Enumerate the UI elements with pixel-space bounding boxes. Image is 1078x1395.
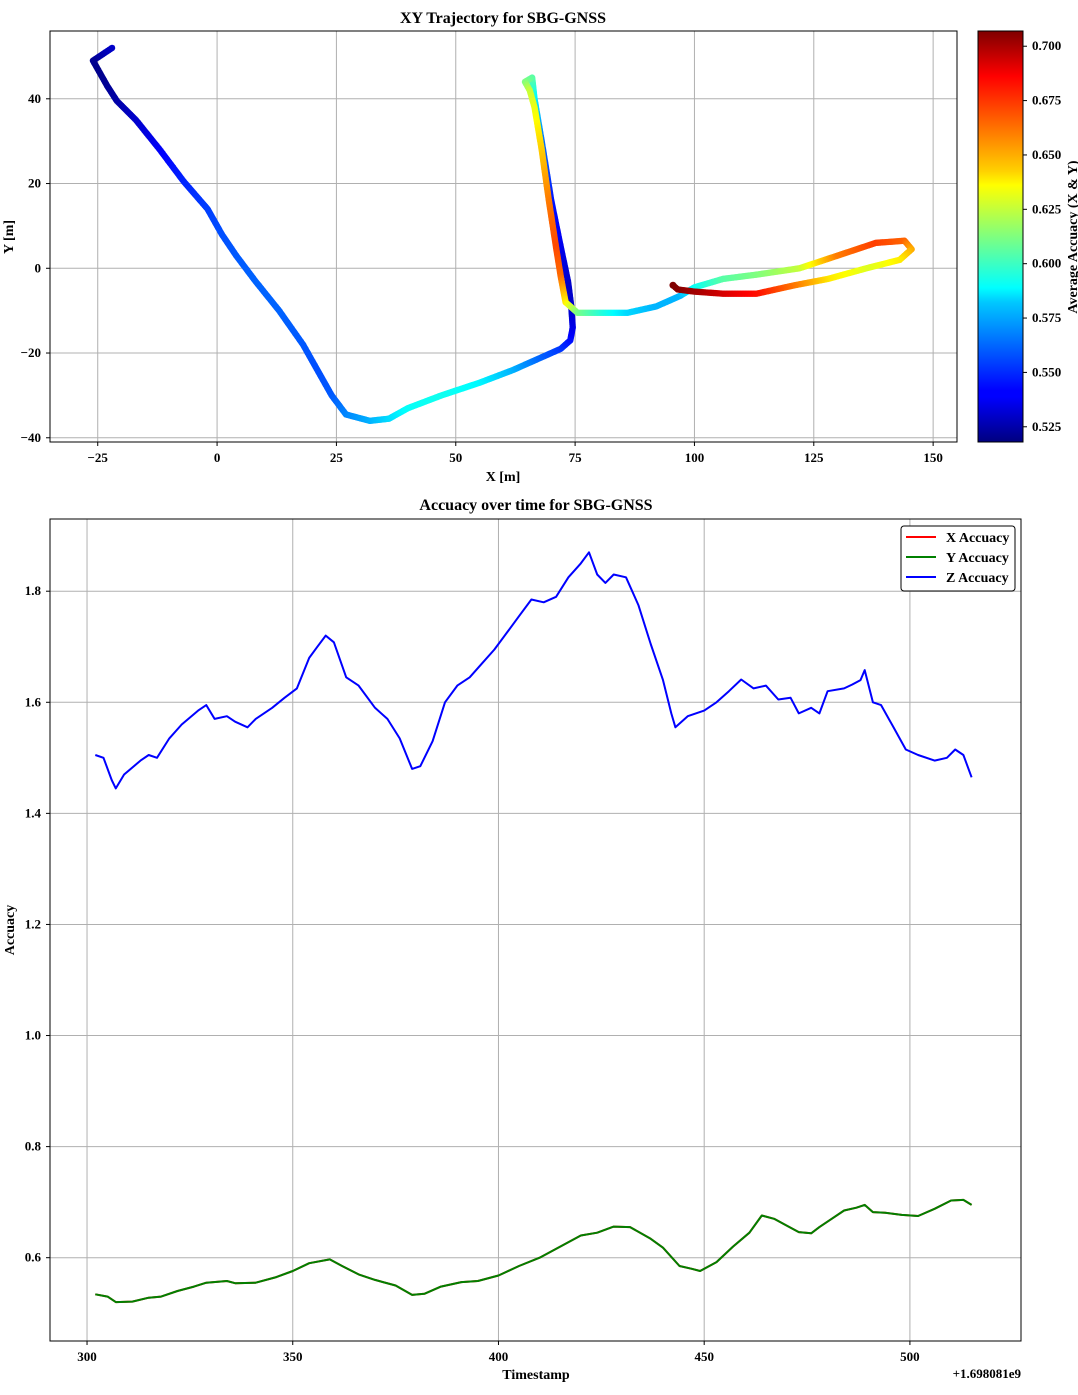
chart2-ytick-label: 1.4 — [25, 805, 42, 820]
y-accuracy-line — [95, 1198, 973, 1304]
colorbar-tick-label: 0.700 — [1032, 38, 1061, 53]
x-accuracy-line — [95, 1198, 973, 1304]
colorbar-tick-label: 0.575 — [1032, 310, 1062, 325]
chart1-ytick-label: −40 — [21, 430, 41, 445]
chart1-grid — [50, 31, 957, 442]
chart2-xtick-label: 300 — [77, 1349, 97, 1364]
chart1-xtick-label: 100 — [685, 450, 705, 465]
z-accuracy-line — [94, 551, 973, 790]
chart2-ytick-label: 1.2 — [25, 916, 41, 931]
colorbar-tick-label: 0.525 — [1032, 419, 1062, 434]
chart1-ytick-label: 20 — [28, 176, 41, 191]
chart1-xtick-label: −25 — [88, 450, 109, 465]
colorbar-label: Average Accuacy (X & Y) — [1066, 160, 1078, 314]
trajectory-chart: XY Trajectory for SBG-GNSS −25 0 25 50 75 100… — [2, 10, 1078, 485]
chart2-ytick-label: 0.6 — [25, 1250, 42, 1265]
chart2-ytick-label: 1.0 — [25, 1028, 41, 1043]
chart1-ticks: −25 0 25 50 75 100 125 150 −40 −20 0 20 40 — [21, 91, 943, 465]
colorbar-tick-label: 0.675 — [1032, 93, 1062, 108]
chart2-xtick-label: 400 — [489, 1349, 509, 1364]
accuracy-chart: Accuacy over time for SBG-GNSS 300 350 400… — [3, 497, 1022, 1383]
chart2-ytick-label: 1.8 — [25, 583, 42, 598]
chart1-xtick-label: 125 — [804, 450, 824, 465]
chart1-xtick-label: 0 — [214, 450, 221, 465]
chart1-ytick-label: −20 — [21, 345, 41, 360]
legend-label-z: Z Accuacy — [946, 571, 1009, 586]
chart2-grid — [50, 519, 1021, 1341]
legend-label-x: X Accuacy — [946, 531, 1009, 546]
chart2-xtick-label: 450 — [694, 1349, 714, 1364]
colorbar-ticks: 0.525 0.550 0.575 0.600 0.625 0.650 0.675 0.700 — [1023, 38, 1062, 434]
chart1-title: XY Trajectory for SBG-GNSS — [400, 10, 606, 27]
chart2-offset-label: +1.698081e9 — [953, 1366, 1022, 1381]
chart1-ytick-label: 0 — [35, 260, 42, 275]
chart1-trajectory — [89, 44, 915, 425]
legend: X Accuacy Y Accuacy Z Accuacy — [900, 525, 1016, 592]
chart2-frame — [49, 518, 1022, 1342]
chart1-xlabel: X [m] — [486, 470, 521, 485]
colorbar-tick-label: 0.600 — [1032, 256, 1061, 271]
colorbar-tick-label: 0.625 — [1032, 201, 1062, 216]
colorbar-tick-label: 0.550 — [1032, 364, 1061, 379]
colorbar-tick-label: 0.650 — [1032, 147, 1061, 162]
legend-box — [900, 525, 1016, 592]
chart1-xtick-label: 25 — [330, 450, 344, 465]
chart2-ticks: 300 350 400 450 500 0.6 0.8 1.0 1.2 1.4 1.6 1.8 — [25, 583, 920, 1364]
chart2-ylabel: Accuacy — [3, 905, 18, 956]
colorbar-gradient — [977, 30, 1024, 443]
chart1-xtick-label: 150 — [923, 450, 943, 465]
chart2-lines — [94, 551, 973, 1304]
chart1-ytick-label: 40 — [28, 91, 41, 106]
chart2-title: Accuacy over time for SBG-GNSS — [419, 497, 652, 514]
chart1-frame — [49, 30, 958, 443]
trajectory-point — [669, 281, 677, 289]
chart2-xlabel: Timestamp — [502, 1368, 570, 1383]
chart1-xtick-label: 50 — [449, 450, 462, 465]
chart2-xtick-label: 500 — [900, 1349, 920, 1364]
chart1-xtick-label: 75 — [569, 450, 583, 465]
chart2-ytick-label: 1.6 — [25, 694, 42, 709]
chart2-xtick-label: 350 — [283, 1349, 303, 1364]
chart2-ytick-label: 0.8 — [25, 1139, 42, 1154]
chart1-ylabel: Y [m] — [2, 220, 17, 254]
legend-label-y: Y Accuacy — [946, 551, 1009, 566]
colorbar: 0.525 0.550 0.575 0.600 0.625 0.650 0.675 0.700… — [977, 30, 1078, 443]
